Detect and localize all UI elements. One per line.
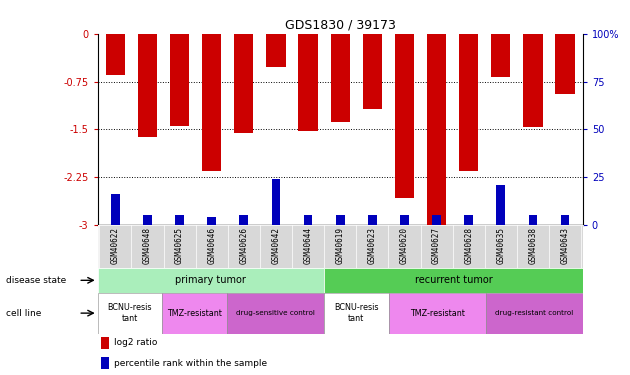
- Text: disease state: disease state: [6, 276, 67, 285]
- Bar: [556, 34, 575, 94]
- Bar: [331, 34, 350, 122]
- Text: GSM40644: GSM40644: [304, 227, 312, 264]
- Bar: [163, 292, 227, 334]
- Text: GSM40619: GSM40619: [336, 227, 345, 264]
- Bar: [234, 34, 253, 133]
- Text: GSM40642: GSM40642: [272, 227, 280, 264]
- Text: GSM40638: GSM40638: [529, 227, 537, 264]
- Text: percentile rank within the sample: percentile rank within the sample: [114, 359, 267, 368]
- Text: GSM40627: GSM40627: [432, 227, 441, 264]
- Text: log2 ratio: log2 ratio: [114, 338, 158, 347]
- Bar: [324, 292, 389, 334]
- Text: TMZ-resistant: TMZ-resistant: [410, 309, 465, 318]
- Text: drug-sensitive control: drug-sensitive control: [236, 310, 315, 316]
- Bar: [266, 34, 285, 67]
- Text: GSM40643: GSM40643: [561, 227, 570, 264]
- Text: GSM40625: GSM40625: [175, 227, 184, 264]
- Bar: [389, 292, 486, 334]
- Title: GDS1830 / 39173: GDS1830 / 39173: [285, 18, 396, 31]
- Text: GSM40620: GSM40620: [400, 227, 409, 264]
- Bar: [98, 292, 163, 334]
- Bar: [459, 34, 478, 171]
- Bar: [336, 215, 345, 225]
- Bar: [395, 34, 414, 198]
- Bar: [175, 215, 184, 225]
- Bar: [368, 215, 377, 225]
- Bar: [486, 292, 583, 334]
- Text: GSM40623: GSM40623: [368, 227, 377, 264]
- Bar: [400, 215, 409, 225]
- Bar: [529, 215, 537, 225]
- Bar: [272, 179, 280, 225]
- Text: GSM40622: GSM40622: [111, 227, 120, 264]
- Text: TMZ-resistant: TMZ-resistant: [167, 309, 222, 318]
- Text: primary tumor: primary tumor: [175, 275, 246, 285]
- Text: BCNU-resis
tant: BCNU-resis tant: [334, 303, 379, 323]
- Bar: [324, 268, 583, 292]
- Bar: [524, 34, 542, 127]
- Bar: [138, 34, 157, 137]
- Bar: [464, 215, 473, 225]
- Text: recurrent tumor: recurrent tumor: [415, 275, 492, 285]
- Bar: [101, 337, 109, 349]
- Bar: [432, 215, 441, 225]
- Bar: [143, 215, 152, 225]
- Bar: [299, 34, 318, 130]
- Bar: [561, 215, 570, 225]
- Text: GSM40626: GSM40626: [239, 227, 248, 264]
- Text: drug-resistant control: drug-resistant control: [495, 310, 573, 316]
- Bar: [202, 34, 221, 171]
- Text: cell line: cell line: [6, 309, 42, 318]
- Bar: [98, 268, 324, 292]
- Bar: [101, 357, 109, 369]
- Text: GSM40628: GSM40628: [464, 227, 473, 264]
- Text: GSM40635: GSM40635: [496, 227, 505, 264]
- Bar: [363, 34, 382, 109]
- Text: GSM40648: GSM40648: [143, 227, 152, 264]
- Text: BCNU-resis
tant: BCNU-resis tant: [108, 303, 152, 323]
- Bar: [207, 217, 216, 225]
- Bar: [106, 34, 125, 75]
- Bar: [170, 34, 189, 126]
- Bar: [427, 34, 446, 228]
- Bar: [496, 185, 505, 225]
- Bar: [227, 292, 324, 334]
- Bar: [491, 34, 510, 77]
- Bar: [304, 215, 312, 225]
- Bar: [239, 215, 248, 225]
- Bar: [111, 194, 120, 225]
- Text: GSM40646: GSM40646: [207, 227, 216, 264]
